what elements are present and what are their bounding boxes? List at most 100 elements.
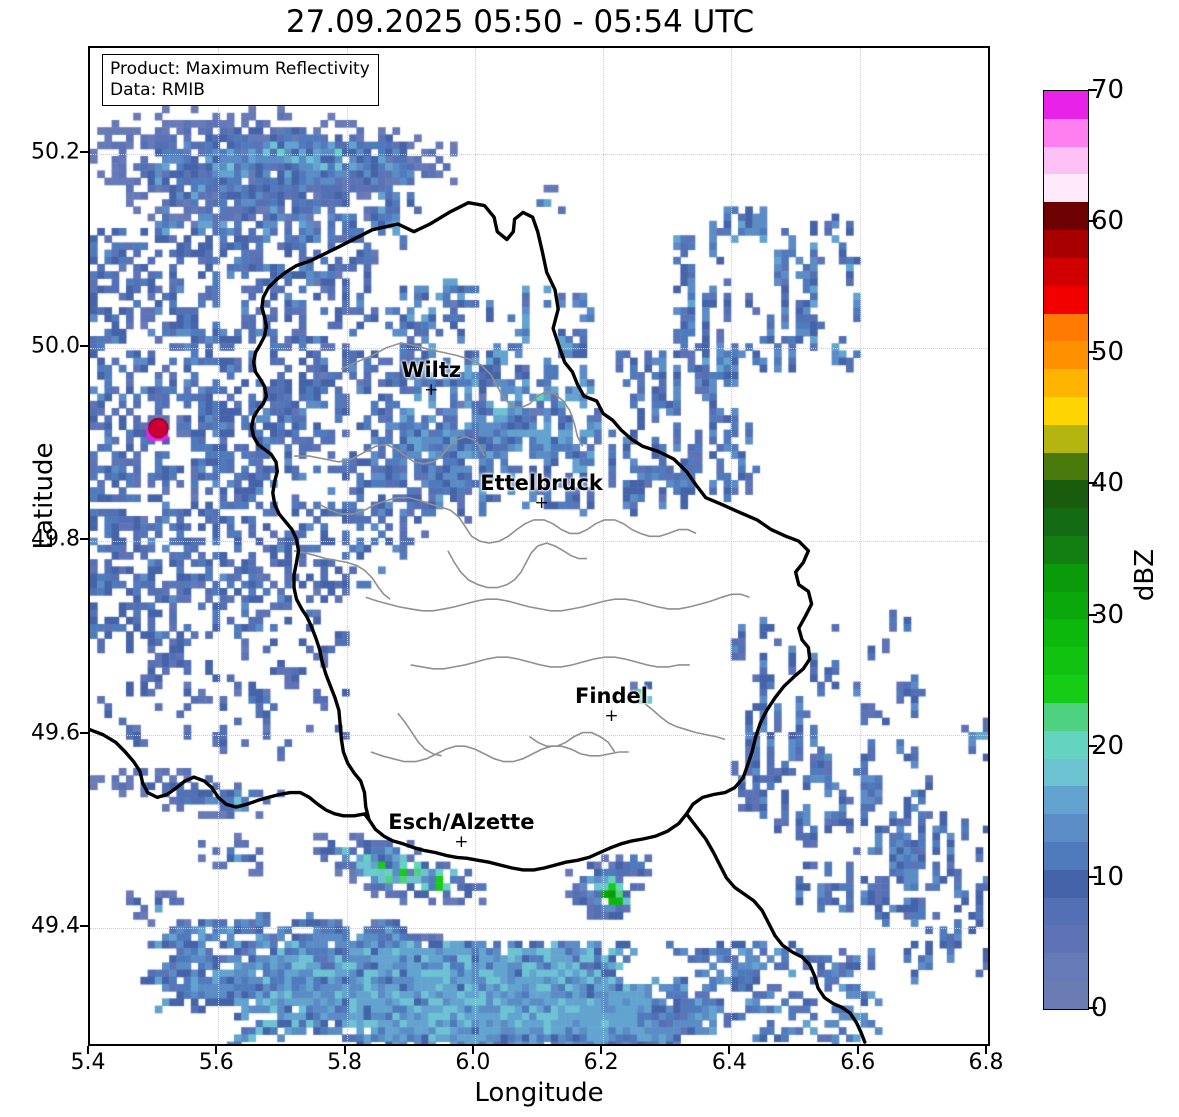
colorbar-band bbox=[1044, 508, 1088, 536]
x-axis-tick-label: 6.4 bbox=[711, 1050, 747, 1075]
x-axis-label: Longitude bbox=[474, 1078, 604, 1108]
x-axis-tick-mark bbox=[856, 1046, 859, 1054]
y-axis-tick-label: 49.4 bbox=[31, 913, 80, 939]
city-marker-icon: + bbox=[424, 379, 439, 400]
colorbar-band bbox=[1044, 953, 1088, 981]
colorbar-band bbox=[1044, 91, 1088, 119]
y-axis-tick-mark bbox=[80, 924, 88, 927]
gridline-vertical bbox=[859, 48, 861, 1044]
colorbar-band bbox=[1044, 758, 1088, 787]
colorbar-band bbox=[1044, 230, 1088, 258]
x-axis-tick-mark bbox=[215, 1046, 218, 1054]
colorbar-band bbox=[1044, 869, 1088, 898]
x-axis-tick-label: 6.2 bbox=[583, 1050, 619, 1075]
colorbar-band bbox=[1044, 480, 1088, 509]
city-name: Wiltz bbox=[401, 357, 462, 382]
colorbar-tick-mark bbox=[1088, 482, 1097, 485]
y-axis-tick-mark bbox=[80, 151, 88, 154]
city-name: Ettelbruck bbox=[480, 470, 603, 495]
y-axis-tick-label: 49.6 bbox=[31, 720, 80, 746]
colorbar-band bbox=[1044, 730, 1088, 759]
y-axis-tick-label: 50.2 bbox=[31, 139, 80, 165]
colorbar-band bbox=[1044, 675, 1088, 703]
radar-echo-layer bbox=[90, 48, 988, 1044]
radar-map-plot[interactable]: Product: Maximum Reflectivity Data: RMIB… bbox=[88, 46, 990, 1046]
x-axis-tick-label: 5.8 bbox=[327, 1050, 363, 1075]
colorbar-tick-mark bbox=[1088, 744, 1097, 747]
gridline-horizontal bbox=[90, 734, 988, 736]
page-title: 27.09.2025 05:50 - 05:54 UTC bbox=[285, 4, 755, 40]
colorbar-band bbox=[1044, 647, 1088, 676]
x-axis-tick-mark bbox=[87, 1046, 89, 1054]
city-label-ettelbruck: Ettelbruck + bbox=[480, 470, 603, 513]
colorbar-band bbox=[1044, 424, 1088, 453]
colorbar-band bbox=[1044, 174, 1088, 203]
colorbar-band bbox=[1044, 536, 1088, 564]
city-label-findel: Findel + bbox=[574, 684, 648, 727]
colorbar-band bbox=[1044, 814, 1088, 842]
colorbar-tick-mark bbox=[1088, 220, 1097, 223]
product-info-box: Product: Maximum Reflectivity Data: RMIB bbox=[102, 54, 379, 107]
y-axis-tick-label: 49.8 bbox=[31, 526, 80, 552]
colorbar-band bbox=[1044, 369, 1088, 397]
colorbar-tick-mark bbox=[1088, 613, 1097, 616]
y-axis-tick-mark bbox=[80, 344, 88, 347]
x-axis-tick-label: 5.4 bbox=[70, 1050, 106, 1075]
city-name: Esch/Alzette bbox=[388, 810, 535, 835]
colorbar-label: dBZ bbox=[1130, 548, 1160, 602]
x-axis-tick-mark bbox=[600, 1046, 603, 1054]
gridline-horizontal bbox=[90, 927, 988, 929]
colorbar bbox=[1043, 90, 1089, 1010]
gridline-vertical bbox=[603, 48, 605, 1044]
x-axis-tick-label: 6.6 bbox=[840, 1050, 876, 1075]
city-marker-icon: + bbox=[534, 492, 549, 513]
colorbar-tick-label: 0 bbox=[1091, 993, 1108, 1023]
colorbar-band bbox=[1044, 841, 1088, 870]
gridline-horizontal bbox=[90, 347, 988, 349]
city-label-esch-alzette: Esch/Alzette + bbox=[388, 810, 535, 853]
gridline-vertical bbox=[218, 48, 220, 1044]
gridline-horizontal bbox=[90, 541, 988, 543]
colorbar-band bbox=[1044, 619, 1088, 648]
colorbar-tick-mark bbox=[1088, 351, 1097, 354]
colorbar-band bbox=[1044, 313, 1088, 342]
product-line: Product: Maximum Reflectivity bbox=[110, 59, 370, 79]
colorbar-band bbox=[1044, 257, 1088, 286]
x-axis-tick-label: 6.8 bbox=[968, 1050, 1004, 1075]
colorbar-band bbox=[1044, 202, 1088, 231]
colorbar-tick-mark bbox=[1088, 1007, 1097, 1009]
colorbar-band bbox=[1044, 146, 1088, 175]
x-axis-tick-label: 6.0 bbox=[455, 1050, 491, 1075]
x-axis-tick-mark bbox=[728, 1046, 731, 1054]
gridline-horizontal bbox=[90, 154, 988, 156]
colorbar-band bbox=[1044, 452, 1088, 481]
city-label-wiltz: Wiltz + bbox=[401, 357, 462, 400]
y-axis-tick-label: 50.0 bbox=[31, 333, 80, 359]
x-axis-tick-mark bbox=[343, 1046, 346, 1054]
colorbar-band bbox=[1044, 591, 1088, 620]
city-marker-icon: + bbox=[604, 706, 619, 727]
colorbar-band bbox=[1044, 285, 1088, 314]
colorbar-band bbox=[1044, 925, 1088, 954]
city-name: Findel bbox=[574, 684, 648, 709]
x-axis-tick-mark bbox=[985, 1046, 987, 1054]
colorbar-band bbox=[1044, 563, 1088, 592]
colorbar-band bbox=[1044, 786, 1088, 815]
gridline-vertical bbox=[731, 48, 733, 1044]
colorbar-band bbox=[1044, 396, 1088, 425]
y-axis-tick-mark bbox=[80, 538, 88, 541]
y-axis-tick-mark bbox=[80, 731, 88, 734]
colorbar-tick-mark bbox=[1088, 875, 1097, 878]
colorbar-band bbox=[1044, 341, 1088, 370]
city-marker-icon: + bbox=[454, 832, 469, 853]
colorbar-tick-mark bbox=[1088, 89, 1097, 91]
y-axis-label: Latitude bbox=[29, 442, 59, 550]
gridline-vertical bbox=[346, 48, 348, 1044]
colorbar-band bbox=[1044, 981, 1088, 1009]
x-axis-tick-mark bbox=[471, 1046, 474, 1054]
x-axis-tick-label: 5.6 bbox=[198, 1050, 234, 1075]
colorbar-band bbox=[1044, 897, 1088, 926]
colorbar-band bbox=[1044, 702, 1088, 731]
data-line: Data: RMIB bbox=[110, 79, 205, 100]
colorbar-band bbox=[1044, 118, 1088, 147]
